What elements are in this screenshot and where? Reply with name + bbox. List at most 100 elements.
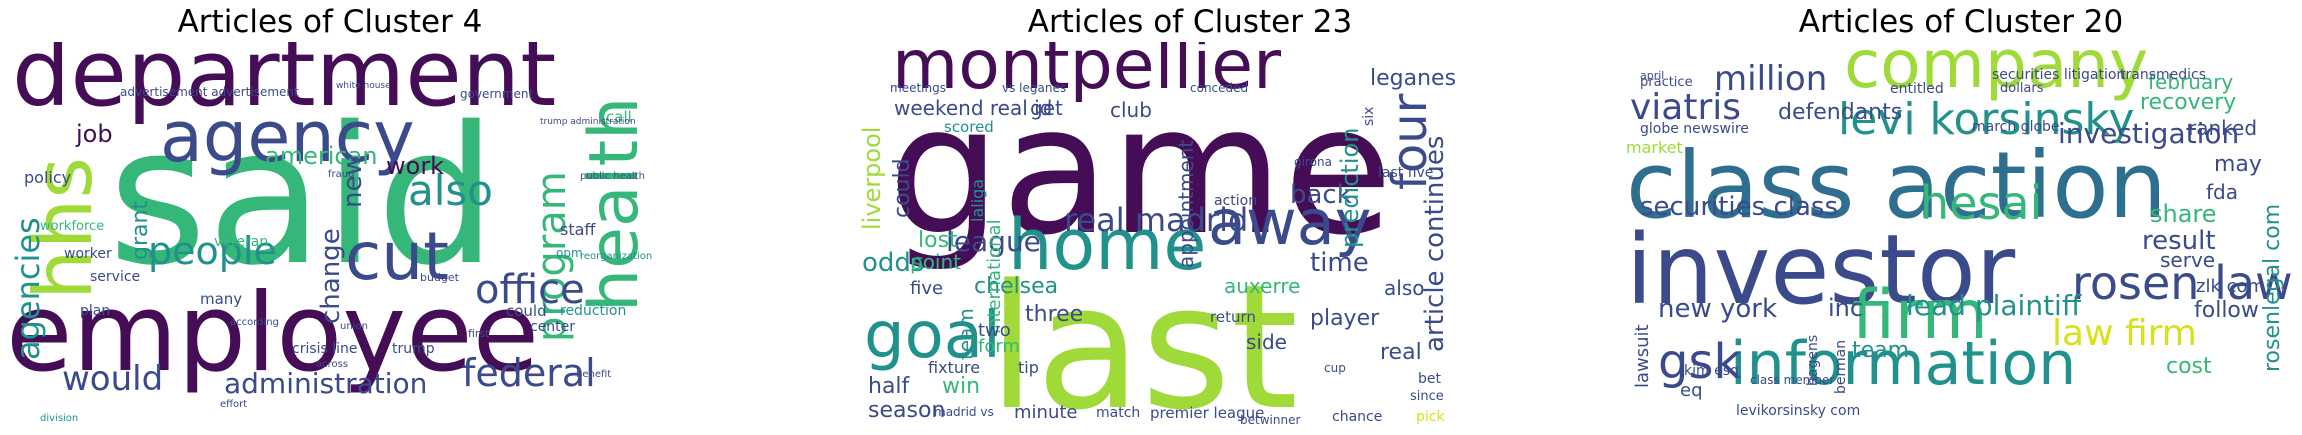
word: division xyxy=(40,413,79,424)
word: new xyxy=(338,154,368,208)
word: entitled xyxy=(1890,81,1944,97)
word: across xyxy=(316,359,349,370)
word: home xyxy=(1008,204,1207,286)
word: time xyxy=(1310,248,1369,278)
word: betwinner xyxy=(1240,413,1301,427)
word: form xyxy=(978,336,1020,357)
word: weekend real id xyxy=(894,96,1053,120)
word: reduction xyxy=(560,303,627,319)
word: bet xyxy=(1418,371,1441,387)
word: many xyxy=(200,290,243,308)
word: would xyxy=(62,359,164,399)
word: cost xyxy=(2166,354,2212,379)
word: chelsea xyxy=(974,274,1059,299)
word: result xyxy=(2142,226,2216,256)
word: auxerre xyxy=(1224,274,1301,298)
word: work xyxy=(386,152,445,180)
word: people xyxy=(148,229,277,273)
word: securities litigation xyxy=(1992,67,2126,83)
word: levi korsinsky xyxy=(1838,94,2135,145)
word: cut xyxy=(345,218,449,295)
word: advertisement advertisement xyxy=(120,85,299,99)
panel-title: Articles of Cluster 20 xyxy=(1798,4,2124,40)
word: lead plaintiff xyxy=(1906,289,2082,322)
word: may xyxy=(2214,152,2262,177)
word: union xyxy=(340,321,368,332)
word: match xyxy=(1096,405,1141,421)
word: real xyxy=(1380,340,1422,365)
word: ranked xyxy=(2188,116,2258,140)
word: effort xyxy=(220,399,248,410)
panel-title: Articles of Cluster 23 xyxy=(1027,4,1353,40)
word: fda xyxy=(2206,180,2238,204)
word: liverpool xyxy=(858,126,886,230)
word: could xyxy=(890,158,915,218)
word: plan xyxy=(80,303,111,319)
word: away xyxy=(1208,186,1372,259)
word: get xyxy=(1030,96,1063,120)
word: last five xyxy=(1378,165,1434,181)
word: law firm xyxy=(2052,313,2197,354)
word: three xyxy=(1025,302,1084,327)
word: rosen law xyxy=(2072,256,2293,310)
word: win xyxy=(942,374,981,399)
word: transmedics xyxy=(2120,67,2207,83)
word: lost xyxy=(918,228,958,253)
word: scored xyxy=(944,118,994,136)
word: defendants xyxy=(1778,100,1903,125)
word: also xyxy=(1384,276,1425,300)
word: real madrid xyxy=(1064,201,1249,239)
word: administration xyxy=(224,367,428,400)
word: veteran xyxy=(214,234,269,250)
word: benefit xyxy=(576,369,612,380)
word: action xyxy=(1214,193,1258,209)
word: lawsuit xyxy=(1632,324,1653,388)
word: workforce xyxy=(40,219,105,234)
word: company xyxy=(1844,42,2149,103)
word: two xyxy=(978,320,1011,341)
word: inc xyxy=(1828,294,1864,322)
word: follow xyxy=(2194,298,2259,323)
word: government xyxy=(460,87,534,101)
word: berman xyxy=(1833,339,1849,394)
word: season xyxy=(868,398,946,423)
word: april xyxy=(1640,69,1665,82)
word: game xyxy=(888,67,1393,274)
word: department xyxy=(12,42,557,127)
word: madrid vs xyxy=(934,405,994,419)
word: investigation xyxy=(2058,117,2240,150)
word: agencies xyxy=(9,217,47,360)
word: viatris xyxy=(1630,87,1742,128)
word: team xyxy=(1852,338,1910,363)
word: international xyxy=(984,219,1005,334)
word: goal xyxy=(864,299,1001,373)
word: agency xyxy=(160,96,415,178)
word: chance xyxy=(1332,409,1383,425)
word: said xyxy=(108,86,497,307)
word: class member xyxy=(1750,373,1835,387)
word: gsk xyxy=(1658,334,1742,390)
word: firm xyxy=(1852,276,1988,355)
cluster-23-panel: Articles of Cluster 23 montpellier game … xyxy=(850,0,1530,435)
word: hesai xyxy=(1920,176,2043,230)
word: cup xyxy=(1324,361,1346,375)
word: budget xyxy=(420,271,459,284)
word: appointment xyxy=(1174,139,1198,268)
word-cloud-4: department said employee agency hhs cut … xyxy=(0,42,660,427)
word: return xyxy=(1210,308,1256,326)
word: investor xyxy=(1626,214,2016,326)
cluster-20-panel: Articles of Cluster 20 company class act… xyxy=(1620,0,2302,435)
word: half xyxy=(868,374,910,399)
word: club xyxy=(1110,98,1152,122)
word: information xyxy=(1730,329,2077,399)
word: white house xyxy=(336,81,391,91)
word: recovery xyxy=(2140,90,2237,115)
word: trump xyxy=(392,341,435,357)
word: job xyxy=(76,120,113,148)
word: could xyxy=(506,302,547,320)
cluster-4-panel: Articles of Cluster 4 department said em… xyxy=(0,0,660,435)
word: kim esq xyxy=(1684,363,1739,379)
word: eq xyxy=(1680,380,1703,401)
word: grant xyxy=(128,200,153,260)
word: last xyxy=(988,247,1299,428)
